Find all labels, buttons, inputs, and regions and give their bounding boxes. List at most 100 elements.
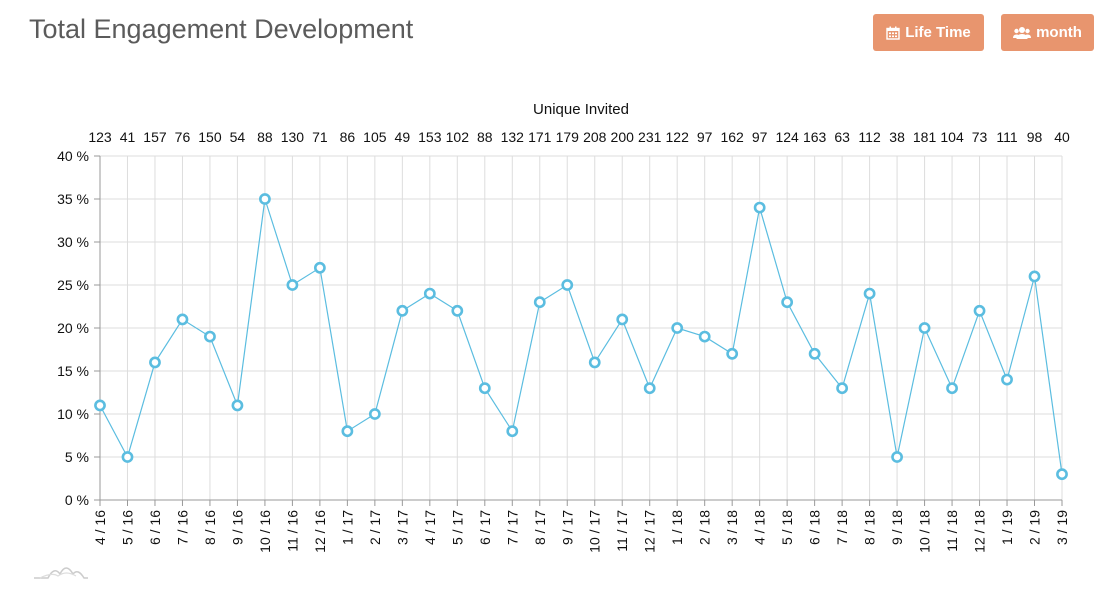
- x-tick-label: 8 / 18: [862, 510, 878, 545]
- data-point[interactable]: [286, 279, 299, 291]
- x-tick-label: 9 / 16: [229, 510, 245, 545]
- x-tick-label: 6 / 16: [147, 510, 163, 545]
- top-tick-label: 231: [638, 129, 662, 145]
- top-tick-label: 54: [230, 129, 246, 145]
- top-tick-label: 130: [281, 129, 305, 145]
- y-tick-label: 40 %: [57, 148, 89, 164]
- data-point[interactable]: [891, 451, 903, 463]
- data-point[interactable]: [808, 347, 821, 360]
- top-tick-label: 38: [889, 129, 905, 145]
- data-point[interactable]: [588, 356, 601, 369]
- data-point[interactable]: [313, 261, 326, 274]
- data-point[interactable]: [204, 330, 216, 343]
- data-point[interactable]: [973, 304, 986, 317]
- data-point[interactable]: [616, 313, 629, 326]
- grid: [99, 155, 1063, 501]
- data-point[interactable]: [341, 425, 354, 438]
- y-tick-label: 10 %: [57, 406, 89, 422]
- data-point[interactable]: [231, 399, 244, 412]
- x-tick-label: 7 / 18: [834, 510, 850, 545]
- data-point[interactable]: [1056, 468, 1068, 481]
- top-tick-label: 123: [88, 129, 112, 145]
- x-tick-label: 6 / 18: [807, 510, 823, 545]
- x-tick-label: 4 / 16: [92, 510, 108, 545]
- x-tick-label: 4 / 17: [422, 510, 438, 545]
- x-tick-label: 9 / 18: [889, 510, 905, 545]
- x-tick-label: 11 / 17: [614, 510, 630, 552]
- data-point[interactable]: [121, 451, 134, 463]
- x-tick-label: 4 / 18: [752, 510, 768, 545]
- data-point[interactable]: [753, 201, 766, 214]
- x-tick-label: 8 / 17: [532, 510, 548, 545]
- x-tick-label: 1 / 17: [339, 510, 355, 545]
- lifetime-button-label: Life Time: [905, 24, 971, 41]
- top-tick-label: 162: [720, 129, 744, 145]
- x-tick-label: 12 / 17: [642, 510, 658, 553]
- data-point[interactable]: [423, 287, 436, 300]
- data-point[interactable]: [259, 193, 271, 205]
- data-point[interactable]: [176, 313, 189, 326]
- month-button[interactable]: month: [1001, 14, 1094, 51]
- data-point[interactable]: [368, 408, 381, 420]
- data-point[interactable]: [94, 399, 106, 412]
- x-tick-label: 11 / 18: [944, 510, 960, 552]
- top-tick-label: 163: [803, 129, 827, 145]
- data-point[interactable]: [781, 296, 794, 309]
- data-point[interactable]: [478, 382, 491, 395]
- data-point[interactable]: [451, 304, 464, 317]
- top-tick-label: 200: [611, 129, 635, 145]
- data-point[interactable]: [396, 304, 409, 317]
- data-point[interactable]: [533, 296, 546, 309]
- data-point[interactable]: [726, 347, 739, 360]
- data-point[interactable]: [918, 322, 931, 334]
- data-point[interactable]: [149, 356, 161, 369]
- data-point[interactable]: [863, 287, 876, 300]
- top-tick-label: 97: [752, 129, 768, 145]
- x-tick-label: 12 / 18: [972, 510, 988, 553]
- y-tick-label: 35 %: [57, 191, 89, 207]
- x-tick-label: 5 / 18: [779, 510, 795, 545]
- x-tick-label: 5 / 17: [449, 510, 465, 545]
- top-tick-label: 153: [418, 129, 442, 145]
- x-tick-label: 8 / 16: [202, 510, 218, 545]
- data-point[interactable]: [506, 425, 519, 438]
- data-point[interactable]: [643, 382, 656, 395]
- top-tick-label: 105: [363, 129, 387, 145]
- x-tick-label: 3 / 17: [394, 510, 410, 545]
- y-tick-label: 20 %: [57, 320, 89, 336]
- top-tick-label: 88: [257, 129, 273, 145]
- top-tick-label: 73: [972, 129, 988, 145]
- data-point[interactable]: [1028, 270, 1041, 283]
- data-point[interactable]: [698, 330, 711, 343]
- y-tick-label: 0 %: [65, 492, 89, 508]
- top-tick-label: 157: [143, 129, 167, 145]
- data-point[interactable]: [946, 382, 958, 395]
- data-point[interactable]: [836, 382, 849, 395]
- data-point[interactable]: [1001, 373, 1013, 386]
- top-tick-label: 179: [556, 129, 580, 145]
- lifetime-button[interactable]: Life Time: [873, 14, 984, 51]
- x-tick-label: 12 / 16: [312, 510, 328, 553]
- users-icon: [1013, 26, 1032, 40]
- data-point[interactable]: [671, 322, 684, 334]
- top-tick-label: 171: [528, 129, 552, 145]
- top-tick-label: 76: [175, 129, 191, 145]
- top-tick-label: 63: [834, 129, 850, 145]
- x-axis: 4 / 16 5 / 16 6 / 16 7 / 16 8 / 16 9 / 16 10 /…: [92, 499, 1070, 553]
- x-tick-label: 10 / 18: [917, 510, 933, 553]
- top-tick-label: 88: [477, 129, 493, 145]
- y-tick-label: 5 %: [65, 449, 89, 465]
- top-tick-label: 208: [583, 129, 607, 145]
- y-tick-label: 15 %: [57, 363, 89, 379]
- top-axis: Unique Invited 123 41 157 76 150 54 88 130 71 86 1…: [88, 101, 1070, 145]
- x-tick-label: 10 / 17: [587, 510, 603, 553]
- y-tick-label: 25 %: [57, 277, 89, 293]
- x-tick-label: 2 / 17: [367, 510, 383, 545]
- top-tick-label: 181: [913, 129, 937, 145]
- data-point[interactable]: [561, 279, 574, 291]
- top-tick-label: 49: [395, 129, 411, 145]
- top-axis-title: Unique Invited: [533, 101, 629, 118]
- x-tick-label: 7 / 16: [174, 510, 190, 545]
- top-tick-label: 41: [120, 129, 136, 145]
- x-tick-label: 3 / 19: [1054, 510, 1070, 545]
